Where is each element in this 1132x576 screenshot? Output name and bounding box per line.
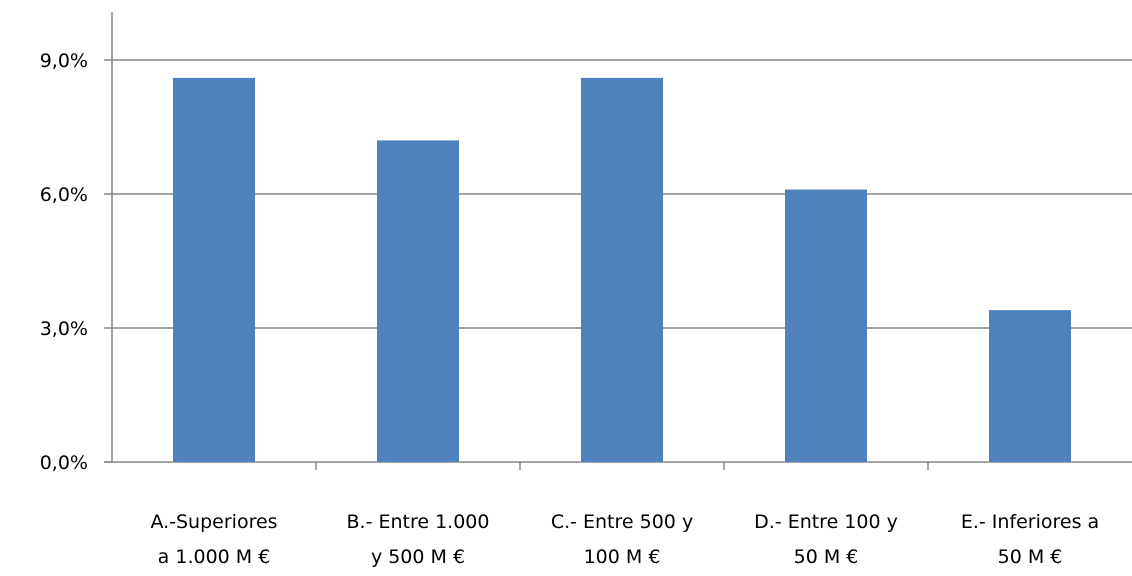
x-tick-label: 50 M € bbox=[998, 546, 1063, 568]
bar bbox=[989, 310, 1071, 462]
x-tick-label: 50 M € bbox=[794, 546, 859, 568]
x-tick-label: E.- Inferiores a bbox=[961, 511, 1099, 533]
bar bbox=[377, 140, 459, 462]
y-tick-label: 6,0% bbox=[40, 184, 88, 206]
x-tick-label: a 1.000 M € bbox=[158, 546, 271, 568]
y-tick-label: 0,0% bbox=[40, 452, 88, 474]
bar bbox=[785, 189, 867, 463]
x-tick-label: C.- Entre 500 y bbox=[551, 511, 693, 533]
bar bbox=[173, 77, 255, 462]
x-tick-label: y 500 M € bbox=[371, 546, 465, 568]
x-tick-label: 100 M € bbox=[584, 546, 661, 568]
x-tick-label: D.- Entre 100 y bbox=[754, 511, 898, 533]
x-tick-label: B.- Entre 1.000 bbox=[347, 511, 490, 533]
bar bbox=[581, 77, 663, 462]
x-tick-label: A.-Superiores bbox=[150, 511, 277, 533]
y-tick-label: 3,0% bbox=[40, 318, 88, 340]
y-tick-label: 9,0% bbox=[40, 50, 88, 72]
